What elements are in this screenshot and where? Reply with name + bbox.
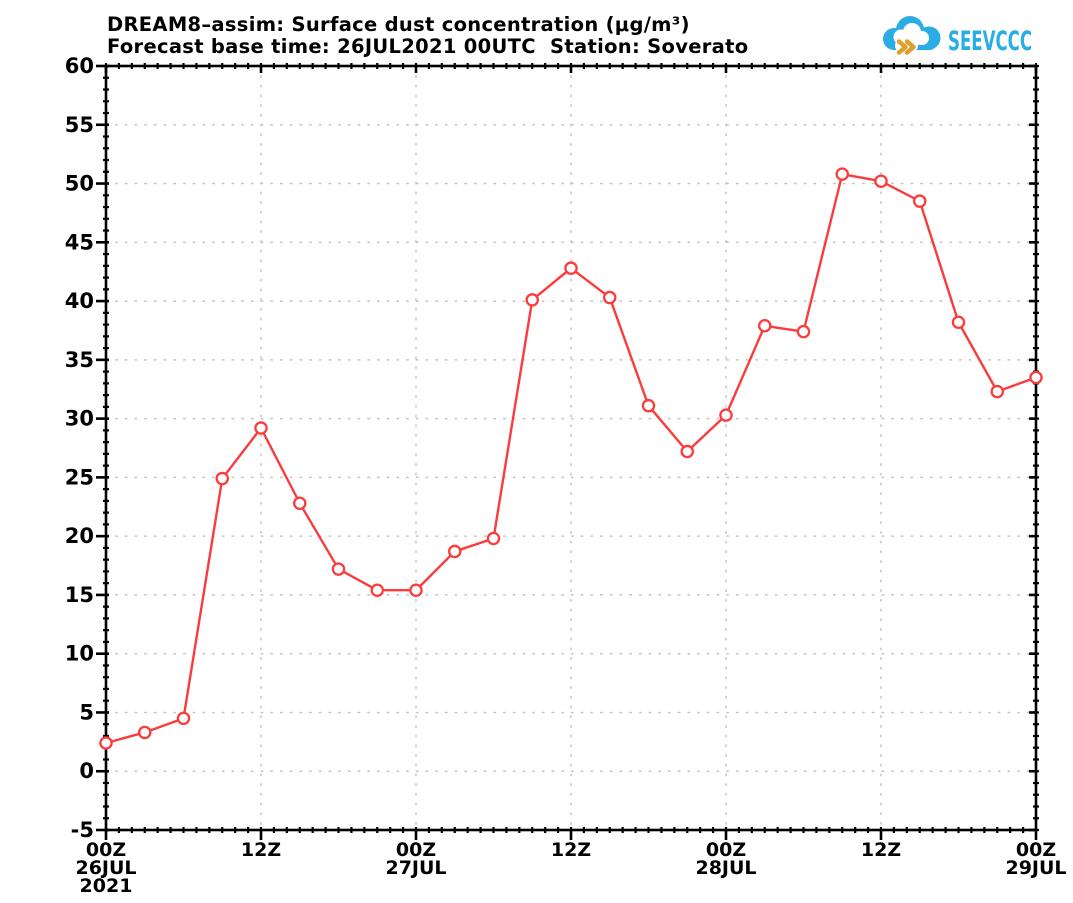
y-tick-label: 50 bbox=[65, 172, 94, 196]
data-point bbox=[331, 562, 346, 576]
y-tick-label: 0 bbox=[79, 759, 94, 783]
data-point bbox=[990, 384, 1005, 399]
y-tick-label: 45 bbox=[65, 230, 94, 254]
x-tick-label: 27JUL bbox=[385, 857, 446, 879]
x-tick-label: 26JUL bbox=[75, 857, 136, 879]
y-tick-label: 60 bbox=[65, 54, 94, 78]
data-point bbox=[758, 319, 772, 333]
x-tick-label: 00Z bbox=[396, 839, 436, 861]
y-tick-label: 5 bbox=[79, 700, 94, 724]
data-point bbox=[525, 293, 540, 307]
data-point bbox=[447, 544, 462, 559]
plot-area: 605550454035302520151050-500Z26JUL202112… bbox=[65, 54, 1067, 897]
x-tick-label: 29JUL bbox=[1005, 857, 1066, 879]
data-point bbox=[796, 324, 811, 339]
cloud-icon bbox=[883, 16, 941, 55]
major-ticks bbox=[96, 64, 1038, 840]
x-tick-label: 2021 bbox=[80, 875, 133, 897]
data-point bbox=[564, 261, 578, 275]
data-point bbox=[951, 315, 966, 329]
chart-subtitle: Forecast base time: 26JUL2021 00UTC Stat… bbox=[107, 35, 748, 58]
seevccc-logo: SEEVCCC bbox=[883, 16, 1032, 57]
data-point-markers bbox=[99, 167, 1043, 750]
data-point bbox=[913, 194, 927, 208]
grid-lines bbox=[105, 65, 1037, 831]
plot-frame bbox=[104, 64, 1038, 832]
x-tick-label: 12Z bbox=[861, 839, 901, 861]
y-tick-label: 20 bbox=[65, 524, 94, 548]
data-point bbox=[680, 444, 695, 459]
data-point bbox=[370, 583, 384, 597]
y-tick-label: 25 bbox=[65, 465, 94, 489]
chart-title: DREAM8–assim: Surface dust concentration… bbox=[107, 13, 690, 36]
data-point bbox=[176, 711, 191, 726]
x-tick-label: 28JUL bbox=[695, 857, 756, 879]
x-tick-label: 12Z bbox=[241, 839, 281, 861]
x-tick-label: 00Z bbox=[86, 839, 126, 861]
data-point bbox=[215, 471, 229, 486]
y-tick-label: 10 bbox=[65, 642, 94, 666]
chevron-right-icon bbox=[896, 39, 916, 55]
y-tick-label: 40 bbox=[65, 289, 94, 313]
data-point bbox=[835, 167, 850, 181]
x-tick-label: 00Z bbox=[706, 839, 746, 861]
y-tick-label: -5 bbox=[71, 818, 94, 842]
data-point bbox=[874, 174, 888, 188]
y-tick-label: 15 bbox=[65, 583, 94, 607]
y-tick-label: 30 bbox=[65, 407, 94, 431]
data-point bbox=[641, 398, 656, 413]
logo-wordmark: SEEVCCC bbox=[948, 26, 1032, 57]
data-point bbox=[254, 421, 268, 435]
data-point bbox=[409, 583, 423, 597]
data-point bbox=[99, 736, 113, 750]
data-point bbox=[292, 496, 307, 510]
x-tick-label: 12Z bbox=[551, 839, 591, 861]
x-tick-label: 00Z bbox=[1016, 839, 1056, 861]
y-tick-label: 55 bbox=[65, 113, 94, 137]
data-point bbox=[486, 531, 501, 546]
data-point bbox=[719, 408, 733, 422]
y-tick-label: 35 bbox=[65, 348, 94, 372]
data-point bbox=[603, 290, 617, 305]
data-point bbox=[137, 725, 152, 740]
data-point bbox=[1029, 370, 1043, 385]
